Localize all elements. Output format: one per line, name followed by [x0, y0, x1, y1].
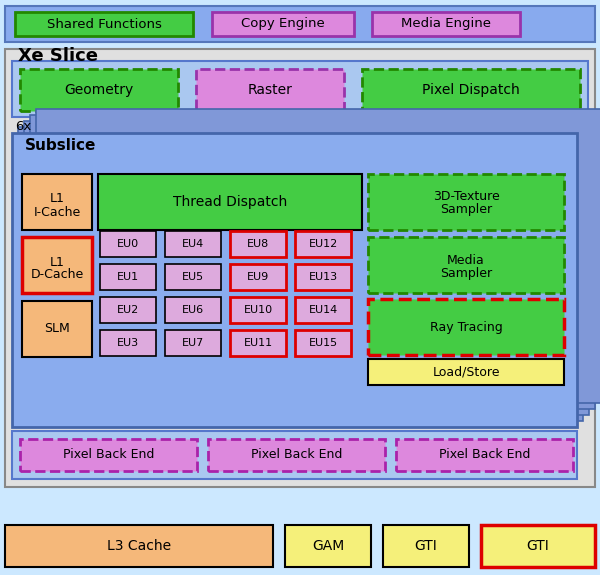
Text: Geometry: Geometry [64, 83, 134, 97]
Text: EU5: EU5 [182, 272, 204, 282]
Text: D-Cache: D-Cache [31, 269, 83, 282]
Text: Sampler: Sampler [440, 204, 492, 217]
Text: EU12: EU12 [308, 239, 338, 249]
Text: EU3: EU3 [117, 338, 139, 348]
Text: Pixel Dispatch: Pixel Dispatch [422, 83, 520, 97]
Bar [5, 6, 595, 42]
Bar [15, 12, 193, 36]
Text: L3 Cache: L3 Cache [107, 539, 171, 553]
Text: EU6: EU6 [182, 305, 204, 315]
Text: Pixel Back End: Pixel Back End [251, 448, 342, 462]
Bar [212, 12, 354, 36]
Text: GTI: GTI [415, 539, 437, 553]
Bar [100, 231, 156, 257]
Text: Load/Store: Load/Store [432, 366, 500, 378]
Bar [368, 359, 564, 385]
Bar [230, 231, 286, 257]
Text: Media Engine: Media Engine [401, 17, 491, 30]
Text: Subslice: Subslice [25, 137, 97, 152]
Text: Raster: Raster [248, 83, 292, 97]
Bar [100, 297, 156, 323]
Text: EU15: EU15 [308, 338, 338, 348]
Text: EU10: EU10 [244, 305, 272, 315]
Text: L1: L1 [50, 193, 64, 205]
Text: GAM: GAM [312, 539, 344, 553]
Bar [22, 301, 92, 357]
Bar [12, 133, 577, 427]
Text: EU13: EU13 [308, 272, 338, 282]
Bar [18, 127, 583, 421]
Text: Ray Tracing: Ray Tracing [430, 320, 502, 334]
Bar [30, 115, 595, 409]
Bar [36, 109, 600, 403]
Bar [12, 431, 577, 479]
Bar [383, 525, 469, 567]
Text: GTI: GTI [527, 539, 550, 553]
Text: 3D-Texture: 3D-Texture [433, 190, 499, 204]
Bar [165, 297, 221, 323]
Bar [295, 297, 351, 323]
Bar [368, 237, 564, 293]
Bar [285, 525, 371, 567]
Bar [22, 237, 92, 293]
Text: L1: L1 [50, 255, 64, 269]
Text: EU11: EU11 [244, 338, 272, 348]
Text: Sampler: Sampler [440, 267, 492, 281]
Bar [372, 12, 520, 36]
Bar [20, 69, 178, 111]
Bar [230, 297, 286, 323]
Text: EU9: EU9 [247, 272, 269, 282]
Text: EU0: EU0 [117, 239, 139, 249]
Bar [196, 69, 344, 111]
Bar [208, 439, 385, 471]
Bar [396, 439, 573, 471]
Bar [20, 439, 197, 471]
Bar [362, 69, 580, 111]
Text: EU7: EU7 [182, 338, 204, 348]
Text: Pixel Back End: Pixel Back End [63, 448, 154, 462]
Bar [12, 61, 588, 117]
Bar [5, 49, 595, 487]
Text: SLM: SLM [44, 323, 70, 335]
Text: Shared Functions: Shared Functions [47, 17, 161, 30]
Bar [368, 299, 564, 355]
Text: Xe Slice: Xe Slice [18, 47, 98, 65]
Text: Copy Engine: Copy Engine [241, 17, 325, 30]
Bar [100, 264, 156, 290]
Bar [165, 330, 221, 356]
Text: EU1: EU1 [117, 272, 139, 282]
Bar [24, 121, 589, 415]
Bar [5, 525, 273, 567]
Bar [481, 525, 595, 567]
Bar [295, 231, 351, 257]
Bar [165, 264, 221, 290]
Bar [368, 174, 564, 230]
Text: I-Cache: I-Cache [34, 205, 80, 218]
Bar [295, 264, 351, 290]
Text: EU4: EU4 [182, 239, 204, 249]
Bar [98, 174, 362, 230]
Text: Thread Dispatch: Thread Dispatch [173, 195, 287, 209]
Bar [22, 174, 92, 230]
Bar [295, 330, 351, 356]
Bar [230, 330, 286, 356]
Text: Pixel Back End: Pixel Back End [439, 448, 530, 462]
Text: EU14: EU14 [308, 305, 338, 315]
Bar [230, 264, 286, 290]
Bar [165, 231, 221, 257]
Text: 6x: 6x [15, 121, 31, 133]
Text: EU2: EU2 [117, 305, 139, 315]
Bar [100, 330, 156, 356]
Text: Media: Media [447, 255, 485, 267]
Text: EU8: EU8 [247, 239, 269, 249]
